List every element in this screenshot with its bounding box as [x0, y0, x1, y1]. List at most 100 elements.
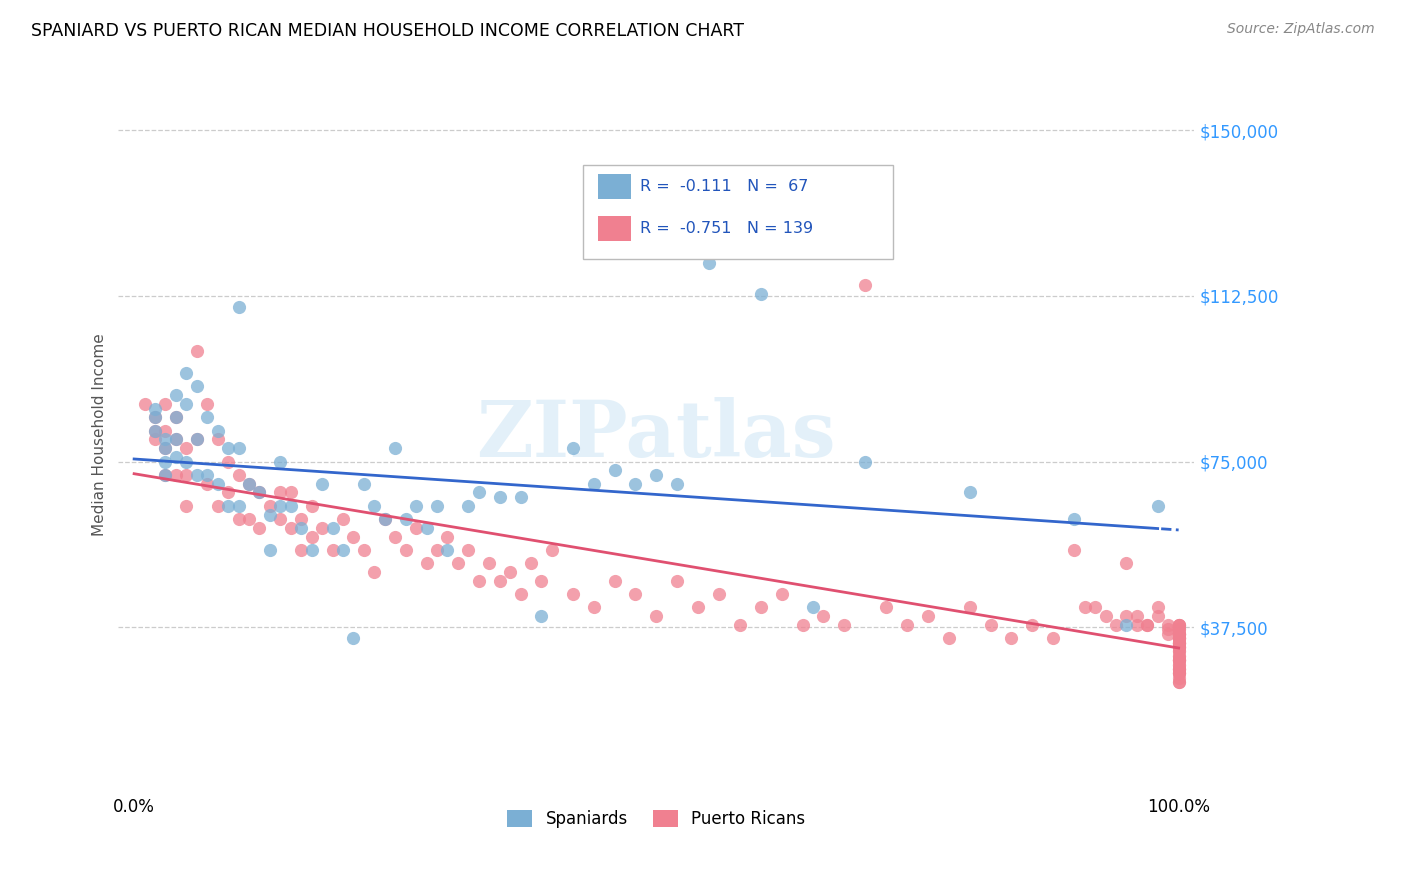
Point [374, 512, 396, 526]
Point [959, 600, 981, 615]
Point [792, 618, 814, 632]
Point [415, 556, 437, 570]
Point [813, 609, 835, 624]
Point [1167, 653, 1189, 667]
Point [1167, 626, 1189, 640]
Point [1042, 631, 1064, 645]
Point [269, 454, 291, 468]
Text: R =  -0.751   N = 139: R = -0.751 N = 139 [640, 221, 813, 235]
Point [228, 300, 250, 314]
Point [1167, 635, 1189, 649]
Point [269, 499, 291, 513]
Point [1167, 648, 1189, 663]
Point [332, 512, 354, 526]
Point [176, 499, 198, 513]
Point [509, 587, 531, 601]
Point [176, 366, 198, 380]
Point [249, 485, 271, 500]
Point [207, 433, 229, 447]
Point [165, 433, 187, 447]
Point [259, 542, 281, 557]
Point [1167, 666, 1189, 681]
Point [1146, 600, 1168, 615]
Point [238, 476, 260, 491]
Point [374, 512, 396, 526]
Point [1063, 542, 1085, 557]
Point [384, 442, 406, 456]
Point [155, 442, 177, 456]
Point [1167, 653, 1189, 667]
Point [666, 574, 689, 588]
Point [1115, 609, 1137, 624]
Point [165, 450, 187, 464]
Point [645, 609, 668, 624]
Point [395, 512, 418, 526]
Point [853, 277, 876, 292]
Point [499, 565, 522, 579]
Point [186, 379, 208, 393]
Point [280, 521, 302, 535]
Point [426, 499, 449, 513]
Point [165, 410, 187, 425]
Point [322, 542, 344, 557]
Point [207, 499, 229, 513]
Point [290, 521, 312, 535]
Point [1084, 600, 1107, 615]
Point [1167, 626, 1189, 640]
Point [1167, 640, 1189, 654]
Point [269, 485, 291, 500]
Point [645, 467, 668, 482]
Point [1157, 626, 1180, 640]
Point [195, 467, 218, 482]
Point [728, 618, 751, 632]
Point [195, 410, 218, 425]
Point [1167, 653, 1189, 667]
Point [290, 512, 312, 526]
Point [1167, 666, 1189, 681]
Point [1167, 644, 1189, 658]
Point [801, 600, 824, 615]
Point [1167, 631, 1189, 645]
Point [301, 499, 323, 513]
Point [447, 556, 470, 570]
Point [1126, 618, 1149, 632]
Point [384, 530, 406, 544]
Point [143, 410, 166, 425]
Point [405, 499, 427, 513]
Point [468, 485, 491, 500]
Point [1167, 618, 1189, 632]
Point [195, 397, 218, 411]
Point [301, 530, 323, 544]
Point [1167, 631, 1189, 645]
Point [228, 467, 250, 482]
Point [1021, 618, 1043, 632]
Point [238, 512, 260, 526]
Point [165, 388, 187, 402]
Point [311, 521, 333, 535]
Point [1167, 618, 1189, 632]
Point [1000, 631, 1022, 645]
Point [259, 508, 281, 522]
Point [155, 454, 177, 468]
Point [834, 618, 856, 632]
Point [207, 476, 229, 491]
Point [363, 499, 385, 513]
Point [1167, 640, 1189, 654]
Point [1094, 609, 1116, 624]
Point [1136, 618, 1159, 632]
Point [280, 485, 302, 500]
Point [228, 512, 250, 526]
Point [561, 442, 583, 456]
Point [1167, 635, 1189, 649]
Text: SPANIARD VS PUERTO RICAN MEDIAN HOUSEHOLD INCOME CORRELATION CHART: SPANIARD VS PUERTO RICAN MEDIAN HOUSEHOL… [31, 22, 744, 40]
Point [228, 499, 250, 513]
Point [238, 476, 260, 491]
Point [311, 476, 333, 491]
Point [1167, 666, 1189, 681]
Point [509, 490, 531, 504]
Point [155, 424, 177, 438]
Point [917, 609, 939, 624]
Point [749, 600, 772, 615]
Point [217, 499, 239, 513]
Point [896, 618, 918, 632]
